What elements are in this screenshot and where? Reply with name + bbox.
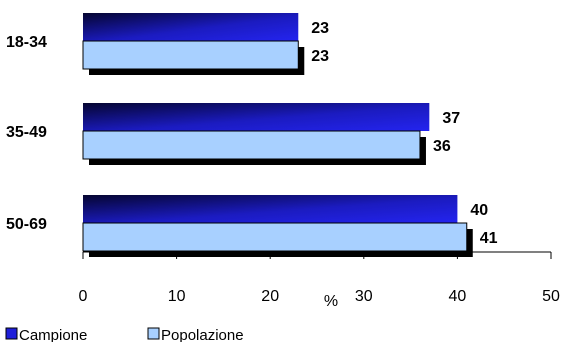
bar-popolazione <box>82 222 468 252</box>
value-label: 36 <box>433 138 451 155</box>
bars-layer: 23 23 37 36 40 41 <box>82 13 498 257</box>
bar-campione <box>83 195 458 223</box>
x-axis-title: % <box>324 293 338 310</box>
category-label: 35-49 <box>6 124 47 141</box>
value-label: 41 <box>480 230 498 247</box>
bar-popolazione <box>82 40 299 70</box>
x-tick-label: 20 <box>261 288 279 305</box>
bar-campione <box>83 103 430 131</box>
category-label: 50-69 <box>6 216 47 233</box>
x-axis: 0 10 20 30 40 50 <box>79 251 560 305</box>
x-tick-label: 10 <box>168 288 186 305</box>
value-label: 23 <box>311 48 329 65</box>
value-label: 23 <box>311 20 329 37</box>
x-tick-label: 30 <box>355 288 373 305</box>
x-tick-label: 40 <box>449 288 467 305</box>
legend-swatch <box>5 327 18 340</box>
x-tick-label: 50 <box>542 288 560 305</box>
legend-label: Campione <box>19 327 87 342</box>
legend-label: Popolazione <box>161 327 244 342</box>
legend: Campione Popolazione <box>5 327 244 342</box>
bar-popolazione <box>82 130 421 160</box>
legend-swatch <box>147 327 160 340</box>
x-tick-label: 0 <box>79 288 88 305</box>
bar-campione <box>83 13 299 41</box>
category-labels: 18-34 35-49 50-69 <box>6 34 47 233</box>
value-label: 37 <box>442 110 460 127</box>
value-label: 40 <box>470 202 488 219</box>
category-label: 18-34 <box>6 34 47 51</box>
